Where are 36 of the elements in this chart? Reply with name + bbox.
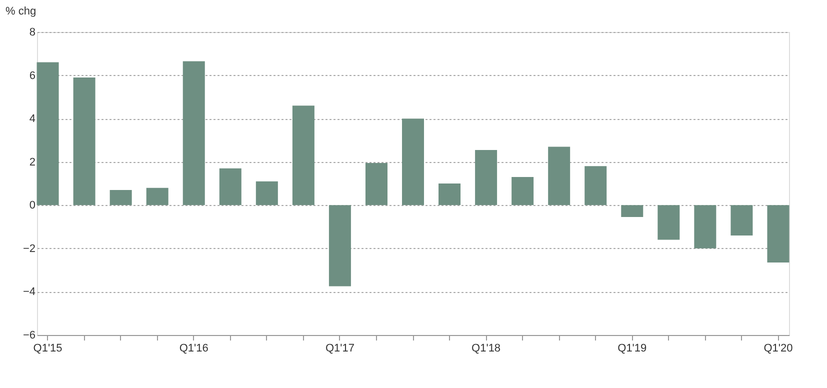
bar (73, 77, 96, 206)
bar (730, 205, 753, 236)
bar (512, 177, 534, 206)
y-tick-label: −2 (22, 242, 36, 255)
x-tick-label: Q1'19 (618, 342, 647, 354)
y-tick-label: 8 (29, 26, 36, 38)
bar (36, 62, 59, 206)
bar (694, 205, 716, 248)
bar (256, 181, 278, 206)
y-tick-label: 2 (29, 156, 36, 168)
bar (365, 162, 388, 206)
y-tick-label: 4 (29, 113, 36, 126)
y-tick-label: 6 (29, 70, 36, 82)
bar (292, 106, 314, 206)
bar (548, 146, 570, 206)
bar (146, 188, 168, 206)
bar (438, 184, 461, 206)
bar (621, 205, 644, 218)
x-tick-label: Q1'20 (764, 342, 793, 354)
bar (584, 166, 607, 206)
y-tick-label: 0 (29, 200, 36, 212)
x-tick-label: Q1'18 (472, 342, 501, 354)
bar (658, 205, 680, 240)
x-tick-label: Q1'17 (325, 342, 354, 354)
y-tick-label: −6 (22, 330, 36, 342)
bar (182, 61, 205, 206)
x-tick-label: Q1'16 (179, 342, 208, 354)
y-tick-label: −4 (22, 286, 36, 298)
bar (328, 205, 351, 286)
y-axis-title: % chg (6, 6, 36, 18)
x-tick-label: Q1'15 (33, 342, 62, 354)
bar (767, 205, 790, 262)
bar (402, 118, 424, 206)
bar (110, 190, 132, 206)
bar (219, 168, 242, 206)
bar (475, 150, 498, 206)
